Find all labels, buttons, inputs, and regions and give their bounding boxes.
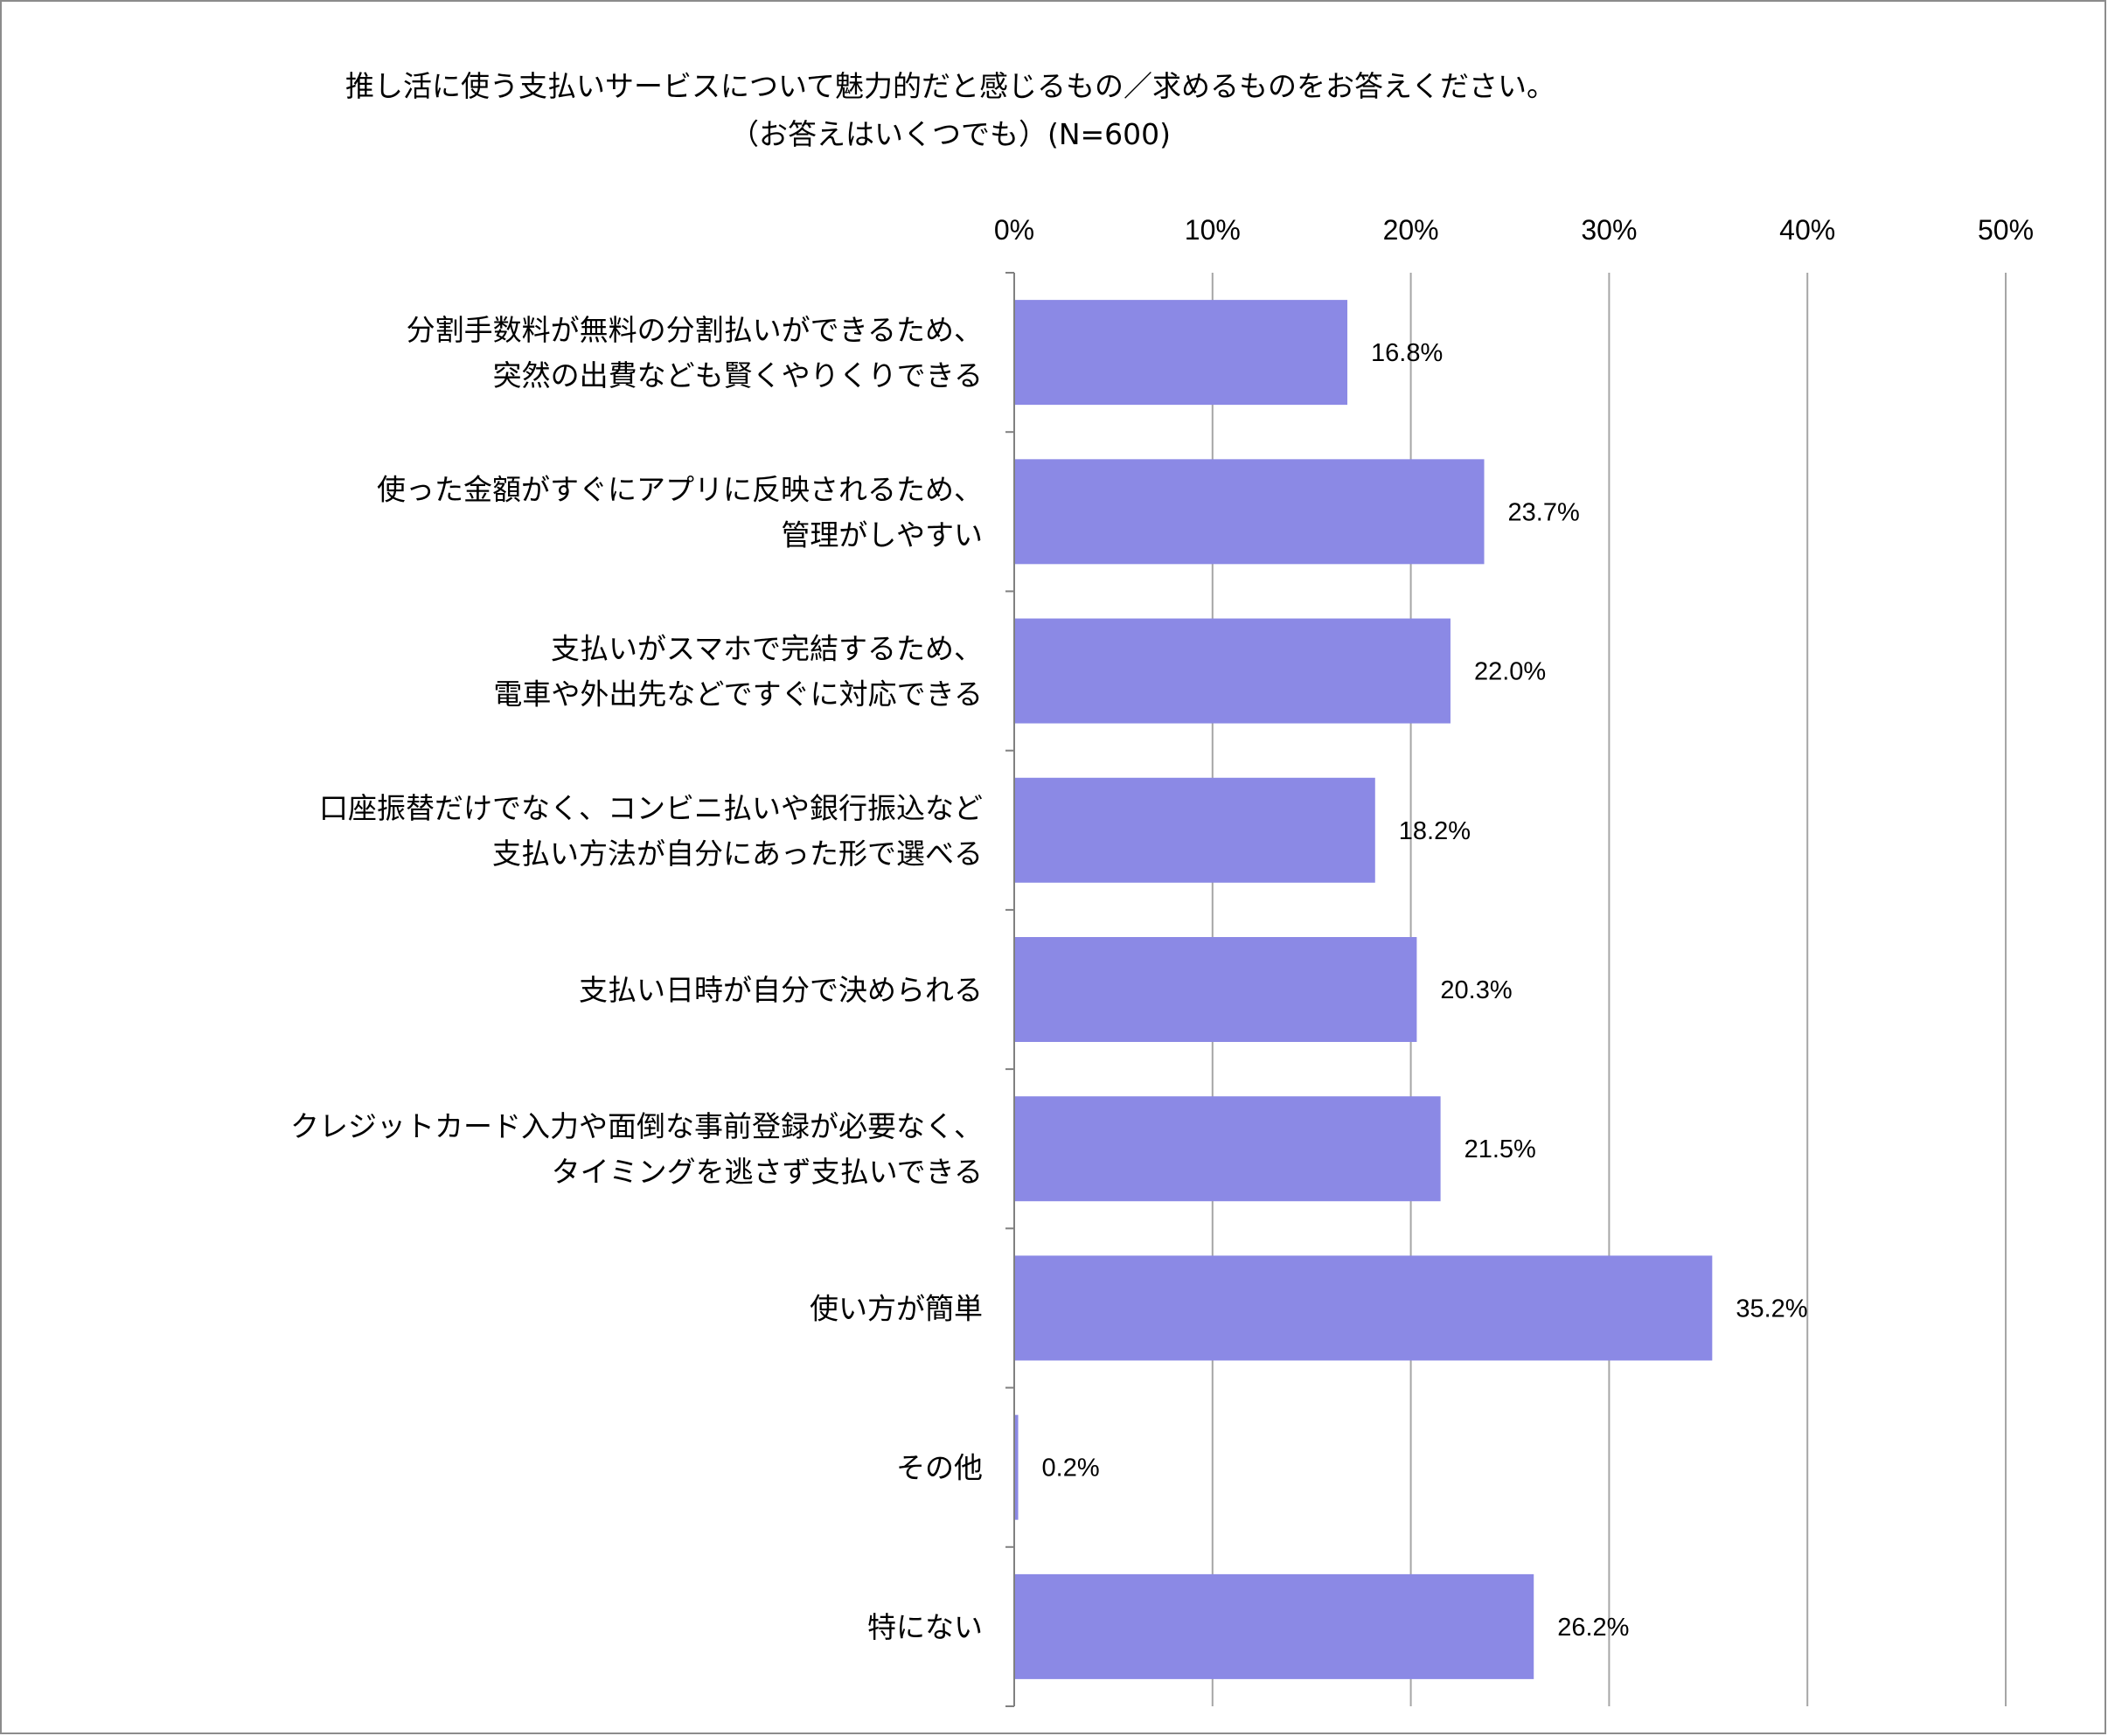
category-label: 使い方が簡単 [810,1291,983,1325]
category-label: 電車や外出先などですぐに対応できる [493,677,983,712]
x-tick-label: 50% [1978,214,2034,246]
category-label: 支払い日時が自分で決められる [579,973,983,1007]
data-label: 26.2% [1557,1614,1629,1642]
bar [1014,300,1348,406]
axes [1005,272,1015,1707]
category-label: クレジットカード入力や面倒な事前登録が必要なく、 [290,1109,983,1143]
bar [1014,1255,1713,1361]
x-tick-label: 0% [994,214,1034,246]
labels: 0% 10% 20% 30% 40% 50% 16.8% 分割手数料が無料の分割払いができるた… [290,214,2034,1644]
data-label: 21.5% [1464,1135,1536,1163]
x-tick-label: 30% [1581,214,1637,246]
data-label: 22.0% [1474,658,1546,686]
category-label: 支払いがスマホで完結するため、 [551,632,983,666]
category-label: その他 [896,1451,983,1485]
bars [1014,300,1713,1679]
data-label: 0.2% [1042,1455,1100,1483]
data-label: 23.7% [1508,498,1580,526]
data-label: 35.2% [1736,1295,1807,1323]
category-label: 分割手数料が無料の分割払いができるため、 [407,313,983,347]
category-label: 突然の出費なども賢くやりくりできる [493,358,983,392]
bar [1014,937,1417,1042]
category-label: タイミングを逃さず支払いできる [552,1155,983,1189]
bar [1014,618,1451,724]
data-label: 18.2% [1399,817,1471,845]
chart-title: 推し活に使う支払いサービスについて魅力的だと感じるもの／求めるものをお答えくださ… [345,69,1555,103]
category-label: 支払い方法が自分にあった形で選べる [492,837,983,871]
bar [1014,1096,1441,1202]
bar [1014,777,1375,883]
bar [1014,1414,1019,1520]
x-tick-label: 40% [1779,214,1835,246]
bar [1014,1573,1534,1679]
category-label: 管理がしやすい [781,517,983,552]
category-label: 使った金額がすぐにアプリに反映されるため、 [377,472,983,506]
x-tick-label: 10% [1185,214,1241,246]
data-label: 16.8% [1371,339,1443,367]
category-label: 口座振替だけでなく、コンビニ払いや銀行振込など [319,791,983,825]
data-label: 20.3% [1440,976,1512,1004]
category-label: 特にない [867,1610,983,1644]
chart-subtitle: （お答えはいくつでも）(N=600) [730,117,1171,151]
x-tick-label: 20% [1383,214,1439,246]
bar [1014,459,1485,565]
